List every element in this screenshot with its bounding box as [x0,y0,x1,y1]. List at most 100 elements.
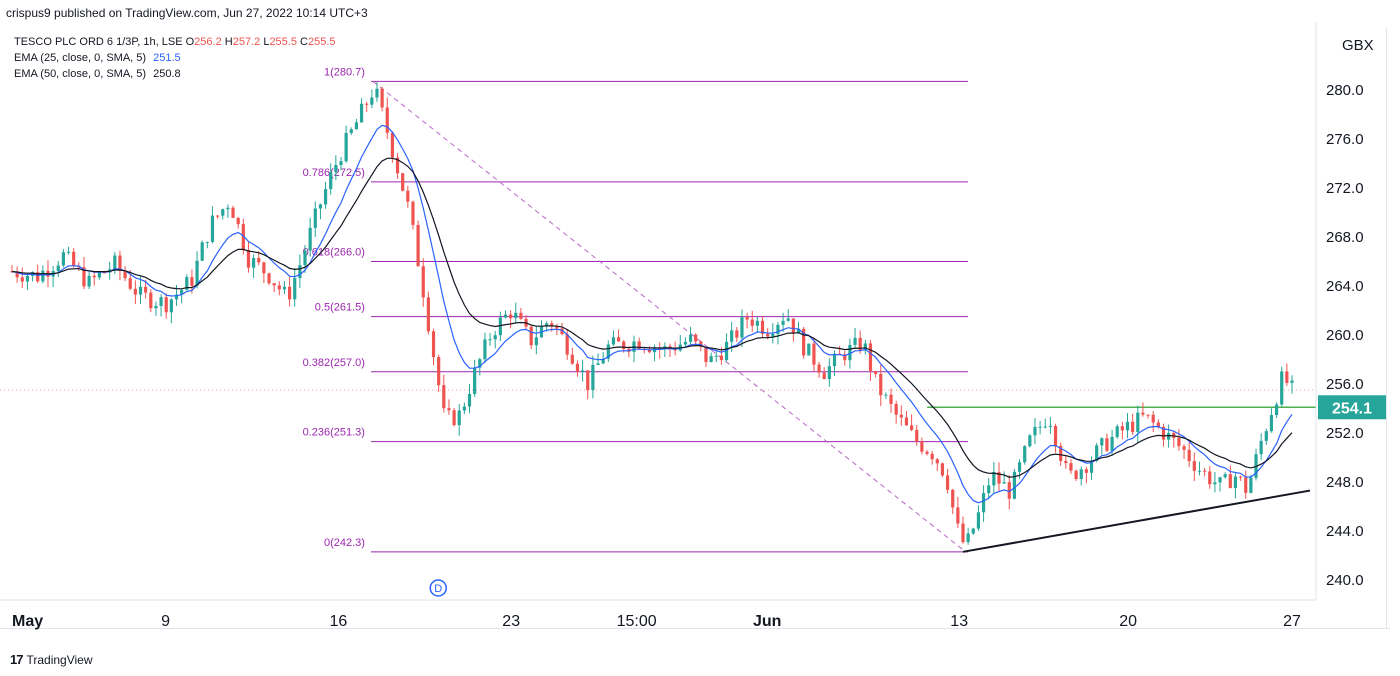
candle-body [812,343,816,365]
candle-body [760,320,765,334]
candle-body [452,410,456,426]
candle-body [164,297,168,313]
candle-body [935,459,939,464]
candle-body [503,314,508,318]
candle-body [1269,414,1274,432]
x-tick-label: 15:00 [617,613,657,630]
current-price-label: 254.1 [1332,400,1372,417]
candle-body [262,262,266,274]
candle-body [997,472,1001,484]
candle-body [1146,414,1150,416]
candle-body [858,337,862,351]
candle-body [1192,461,1196,471]
candle-body [796,328,801,334]
symbol-label: TESCO PLC ORD 6 1/3P, 1h, LSE [14,36,183,48]
candle-body [411,201,415,225]
candle-body [1028,435,1032,447]
candle-body [437,357,441,386]
candle-body [586,370,590,391]
candle-body [992,472,996,486]
candle-body [1023,446,1027,463]
candle-body [421,266,425,298]
candle-body [169,299,173,313]
candle-body [694,334,698,342]
candle-body [287,286,292,300]
candle-body [241,224,245,250]
candle-body [940,463,945,476]
candle-body [308,227,312,251]
candle-body [318,204,323,209]
candle-body [1249,477,1253,493]
candle-body [570,354,574,364]
candle-body [1182,446,1186,450]
candle-body [884,394,888,396]
fib-level-label: 0.786(272.5) [303,167,365,179]
candle-body [277,285,281,290]
ema25-value: 251.5 [153,52,181,64]
candle-body [611,337,616,345]
candle-body [1064,461,1068,464]
candle-body [1280,371,1284,405]
candle-body [868,343,873,371]
x-tick-label: 13 [950,613,968,630]
candle-body [930,453,934,460]
candle-body [735,330,739,338]
y-tick-label: 244.0 [1326,523,1364,540]
candle-body [210,215,215,242]
candle-body [730,330,734,342]
y-tick-label: 248.0 [1326,474,1364,491]
ema50-label: EMA (50, close, 0, SMA, 5) [14,68,147,80]
candle-body [1012,471,1017,499]
candle-body [329,172,333,190]
ema-lines [11,124,1293,504]
candle-body [853,337,857,345]
candle-body [25,275,30,282]
candle-body [293,278,297,300]
candle-body [1074,470,1078,479]
fib-trend-dashed [372,81,966,553]
currency-label: GBX [1342,37,1374,54]
candle-body [1100,438,1104,446]
candle-body [431,331,436,358]
candle-body [509,314,513,319]
candle-body [545,323,549,327]
candle-body [144,286,148,293]
candle-body [185,277,189,290]
footer: 17 TradingView [10,652,93,667]
ohlc-open: O256.2 [185,36,222,48]
candle-body [313,208,317,228]
candle-body [1156,422,1160,427]
ema50-line [11,157,1293,478]
dividend-marker [429,579,447,597]
candle-body [894,403,898,415]
tradingview-logo-icon: 17 [10,652,24,667]
candle-body [66,251,71,253]
current-price-box [1318,395,1386,420]
candle-body [560,328,564,335]
candle-body [252,258,256,268]
candle-body [791,318,795,334]
candle-body [401,173,405,191]
ohlc-high: H257.2 [224,36,261,48]
legend-ema50: EMA (50, close, 0, SMA, 5) 250.8 [14,68,181,80]
candle-body [519,312,523,319]
candle-body [591,364,595,391]
ohlc-low: L255.5 [263,36,297,48]
y-tick-label: 252.0 [1326,425,1364,442]
candle-body [848,344,852,361]
candle-body [920,441,924,452]
candle-body [102,272,107,274]
price-chart[interactable]: 1(280.7) 0.786(272.5) 0.618(266.0) 0.5(261.… [0,22,1400,642]
candle-body [750,319,754,326]
candle-body [1274,404,1279,415]
candle-body [1151,414,1155,423]
candle-body [370,97,374,105]
x-tick-label: 16 [330,613,348,630]
axes: GBX 240.0 244.0 248.0 252.0 256.0 260.0 264.0 26… [0,22,1390,630]
candle-body [118,255,122,271]
candle-body [174,294,179,300]
candle-body [1131,421,1135,432]
candle-body [128,278,132,289]
candle-body [1089,460,1094,473]
candle-body [976,512,981,529]
